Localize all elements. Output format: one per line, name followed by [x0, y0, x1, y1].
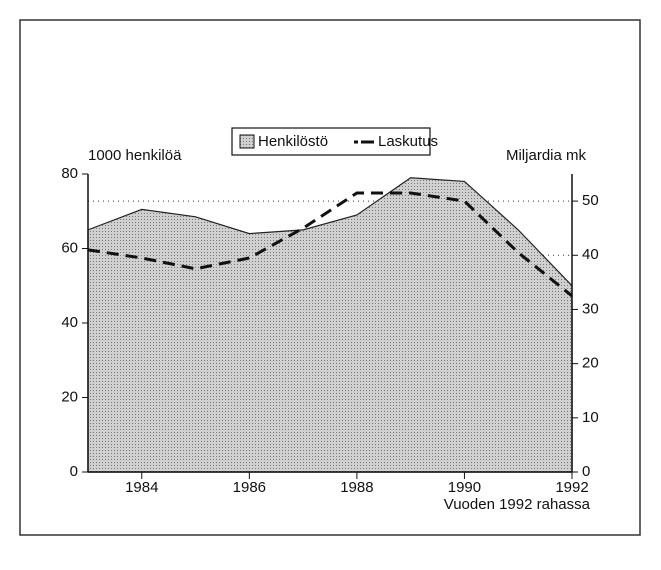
y2-axis-label: Miljardia mk — [506, 147, 587, 164]
legend-label: Henkilöstö — [258, 133, 328, 150]
y2-tick-label: 0 — [582, 463, 590, 480]
legend-box — [231, 127, 431, 156]
x-tick-label: 1984 — [125, 479, 158, 496]
y2-tick-label: 40 — [582, 246, 599, 263]
x-tick-label: 1992 — [555, 479, 588, 496]
y2-tick-label: 30 — [582, 300, 599, 317]
y2-tick-label: 10 — [582, 409, 599, 426]
y2-tick-label: 50 — [582, 192, 599, 209]
x-tick-label: 1988 — [340, 479, 373, 496]
y-tick-label: 80 — [61, 165, 78, 182]
legend-swatch — [239, 134, 255, 149]
y-tick-label: 20 — [61, 388, 78, 405]
y2-tick-label: 20 — [582, 355, 599, 372]
legend-label: Laskutus — [378, 133, 438, 150]
x-tick-label: 1990 — [448, 479, 481, 496]
y-tick-label: 60 — [61, 239, 78, 256]
line — [87, 191, 573, 298]
y-axis-label: 1000 henkilöä — [88, 147, 182, 164]
y-tick-label: 40 — [61, 314, 78, 331]
note: Vuoden 1992 rahassa — [444, 496, 591, 513]
frame — [19, 19, 641, 536]
area — [87, 177, 573, 473]
x-tick-label: 1986 — [233, 479, 266, 496]
y-tick-label: 0 — [70, 463, 78, 480]
